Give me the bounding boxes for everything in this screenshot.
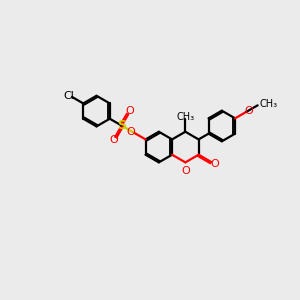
Text: Cl: Cl	[64, 91, 74, 101]
Text: O: O	[181, 167, 190, 176]
Text: O: O	[127, 127, 136, 136]
Text: O: O	[244, 106, 253, 116]
Text: CH₃: CH₃	[176, 112, 194, 122]
Text: CH₃: CH₃	[260, 99, 278, 110]
Text: S: S	[117, 119, 126, 132]
Text: O: O	[126, 106, 134, 116]
Text: O: O	[109, 135, 118, 145]
Text: O: O	[210, 159, 219, 169]
